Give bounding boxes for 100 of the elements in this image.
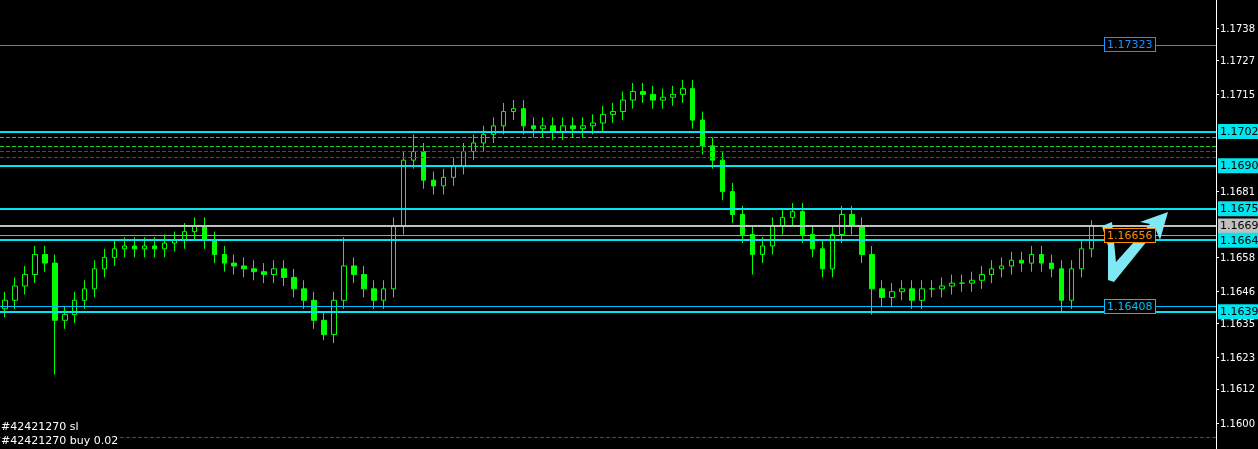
- candlestick: [760, 236, 765, 264]
- candlestick: [162, 234, 167, 258]
- candlestick: [630, 82, 636, 110]
- candlestick: [331, 291, 337, 344]
- candlestick: [441, 168, 446, 195]
- candlestick: [839, 205, 845, 244]
- candlestick: [271, 259, 277, 284]
- candlestick: [979, 265, 985, 290]
- candlestick: [152, 236, 157, 258]
- candlestick: [949, 274, 955, 296]
- candlestick: [112, 239, 117, 267]
- candlestick: [800, 202, 805, 244]
- candlestick: [620, 91, 626, 121]
- candlestick: [919, 279, 925, 310]
- y-tick-label: 1.1612: [1220, 383, 1256, 395]
- candlestick: [251, 259, 257, 281]
- candlestick: [700, 111, 705, 155]
- candlestick: [401, 151, 406, 236]
- candlestick: [42, 245, 48, 273]
- candlestick: [610, 102, 616, 124]
- y-tick-label: 1.1600: [1220, 417, 1256, 429]
- y-tick-label: 1.1727: [1220, 54, 1256, 66]
- candlestick: [281, 259, 287, 287]
- candlestick: [899, 279, 905, 301]
- candlestick: [640, 82, 646, 104]
- candlestick: [999, 256, 1004, 278]
- candlestick: [142, 236, 147, 258]
- candlestick: [670, 85, 676, 107]
- candlestick: [989, 259, 994, 284]
- candlestick: [22, 265, 28, 296]
- candlestick: [580, 116, 586, 138]
- ref-line-label: 1.1675: [1220, 202, 1258, 216]
- candlestick: [32, 245, 38, 284]
- candlestick: [481, 125, 486, 153]
- candlestick: [411, 133, 416, 170]
- candlestick: [371, 279, 377, 310]
- candlestick: [1079, 239, 1084, 278]
- candlestick: [849, 205, 855, 236]
- candlestick: [301, 279, 307, 310]
- candlestick: [291, 268, 297, 298]
- candlestick: [869, 245, 875, 316]
- ref-line-label: 1.1702: [1220, 125, 1258, 139]
- candlestick: [192, 216, 197, 241]
- candlestick: [351, 256, 357, 284]
- candlestick: [62, 305, 68, 330]
- y-tick-label: 1.1635: [1220, 317, 1256, 329]
- candlestick: [730, 182, 735, 224]
- candlestick: [1059, 259, 1064, 313]
- candlestick: [451, 156, 456, 187]
- candlestick: [132, 236, 137, 258]
- ref-line-label: 1.16656: [1104, 227, 1156, 243]
- candlestick: [660, 88, 666, 110]
- candlestick: [321, 311, 327, 341]
- candlestick: [790, 202, 795, 227]
- y-tick-label: 1.1715: [1220, 88, 1256, 100]
- candlestick: [959, 274, 965, 293]
- candlestick: [680, 79, 686, 104]
- candlestick: [92, 259, 97, 298]
- candlestick: [1009, 251, 1014, 276]
- candlestick: [740, 205, 745, 244]
- candlestick: [241, 256, 247, 278]
- candlestick: [780, 208, 785, 236]
- candlestick: [1039, 245, 1044, 273]
- candlestick: [511, 99, 516, 121]
- candlestick: [122, 236, 127, 258]
- ref-line-label: 1.1639: [1220, 305, 1258, 319]
- candlestick: [690, 79, 695, 130]
- candlestick: [82, 279, 87, 310]
- candlestick: [590, 113, 596, 135]
- ref-line-label: 1.16408: [1104, 298, 1156, 314]
- candlestick: [889, 282, 895, 307]
- candlestick: [939, 276, 945, 298]
- candlestick: [1029, 245, 1034, 273]
- candlestick: [969, 271, 975, 293]
- candlestick: [720, 151, 725, 201]
- candlestick: [261, 262, 267, 284]
- candlestick: [820, 239, 825, 278]
- y-tick-label: 1.1646: [1220, 286, 1256, 298]
- candlestick: [341, 236, 347, 310]
- candlestick: [570, 116, 576, 138]
- candlestick: [1049, 254, 1054, 278]
- candlestick: [52, 254, 58, 376]
- candlestick: [102, 248, 107, 278]
- annotation: #42421270 sl: [1, 420, 79, 433]
- y-tick-label: 1.1623: [1220, 351, 1256, 363]
- y-tick-label: 1.1738: [1220, 23, 1256, 35]
- candlestick: [501, 102, 506, 135]
- candlestick: [909, 279, 915, 310]
- ref-line-label: 1.1664: [1220, 233, 1258, 247]
- candlestick: [381, 279, 386, 310]
- annotation: #42421270 buy 0.02: [1, 434, 119, 447]
- candlestick: [879, 279, 885, 307]
- ref-line-label: 1.1669: [1220, 219, 1258, 233]
- candlestick: [929, 279, 935, 298]
- candlestick: [710, 136, 715, 170]
- candlestick: [2, 291, 8, 318]
- candlestick: [531, 116, 536, 138]
- candlestick: [231, 254, 237, 276]
- y-tick-label: 1.1658: [1220, 251, 1256, 263]
- ref-line-label: 1.1690: [1220, 159, 1258, 173]
